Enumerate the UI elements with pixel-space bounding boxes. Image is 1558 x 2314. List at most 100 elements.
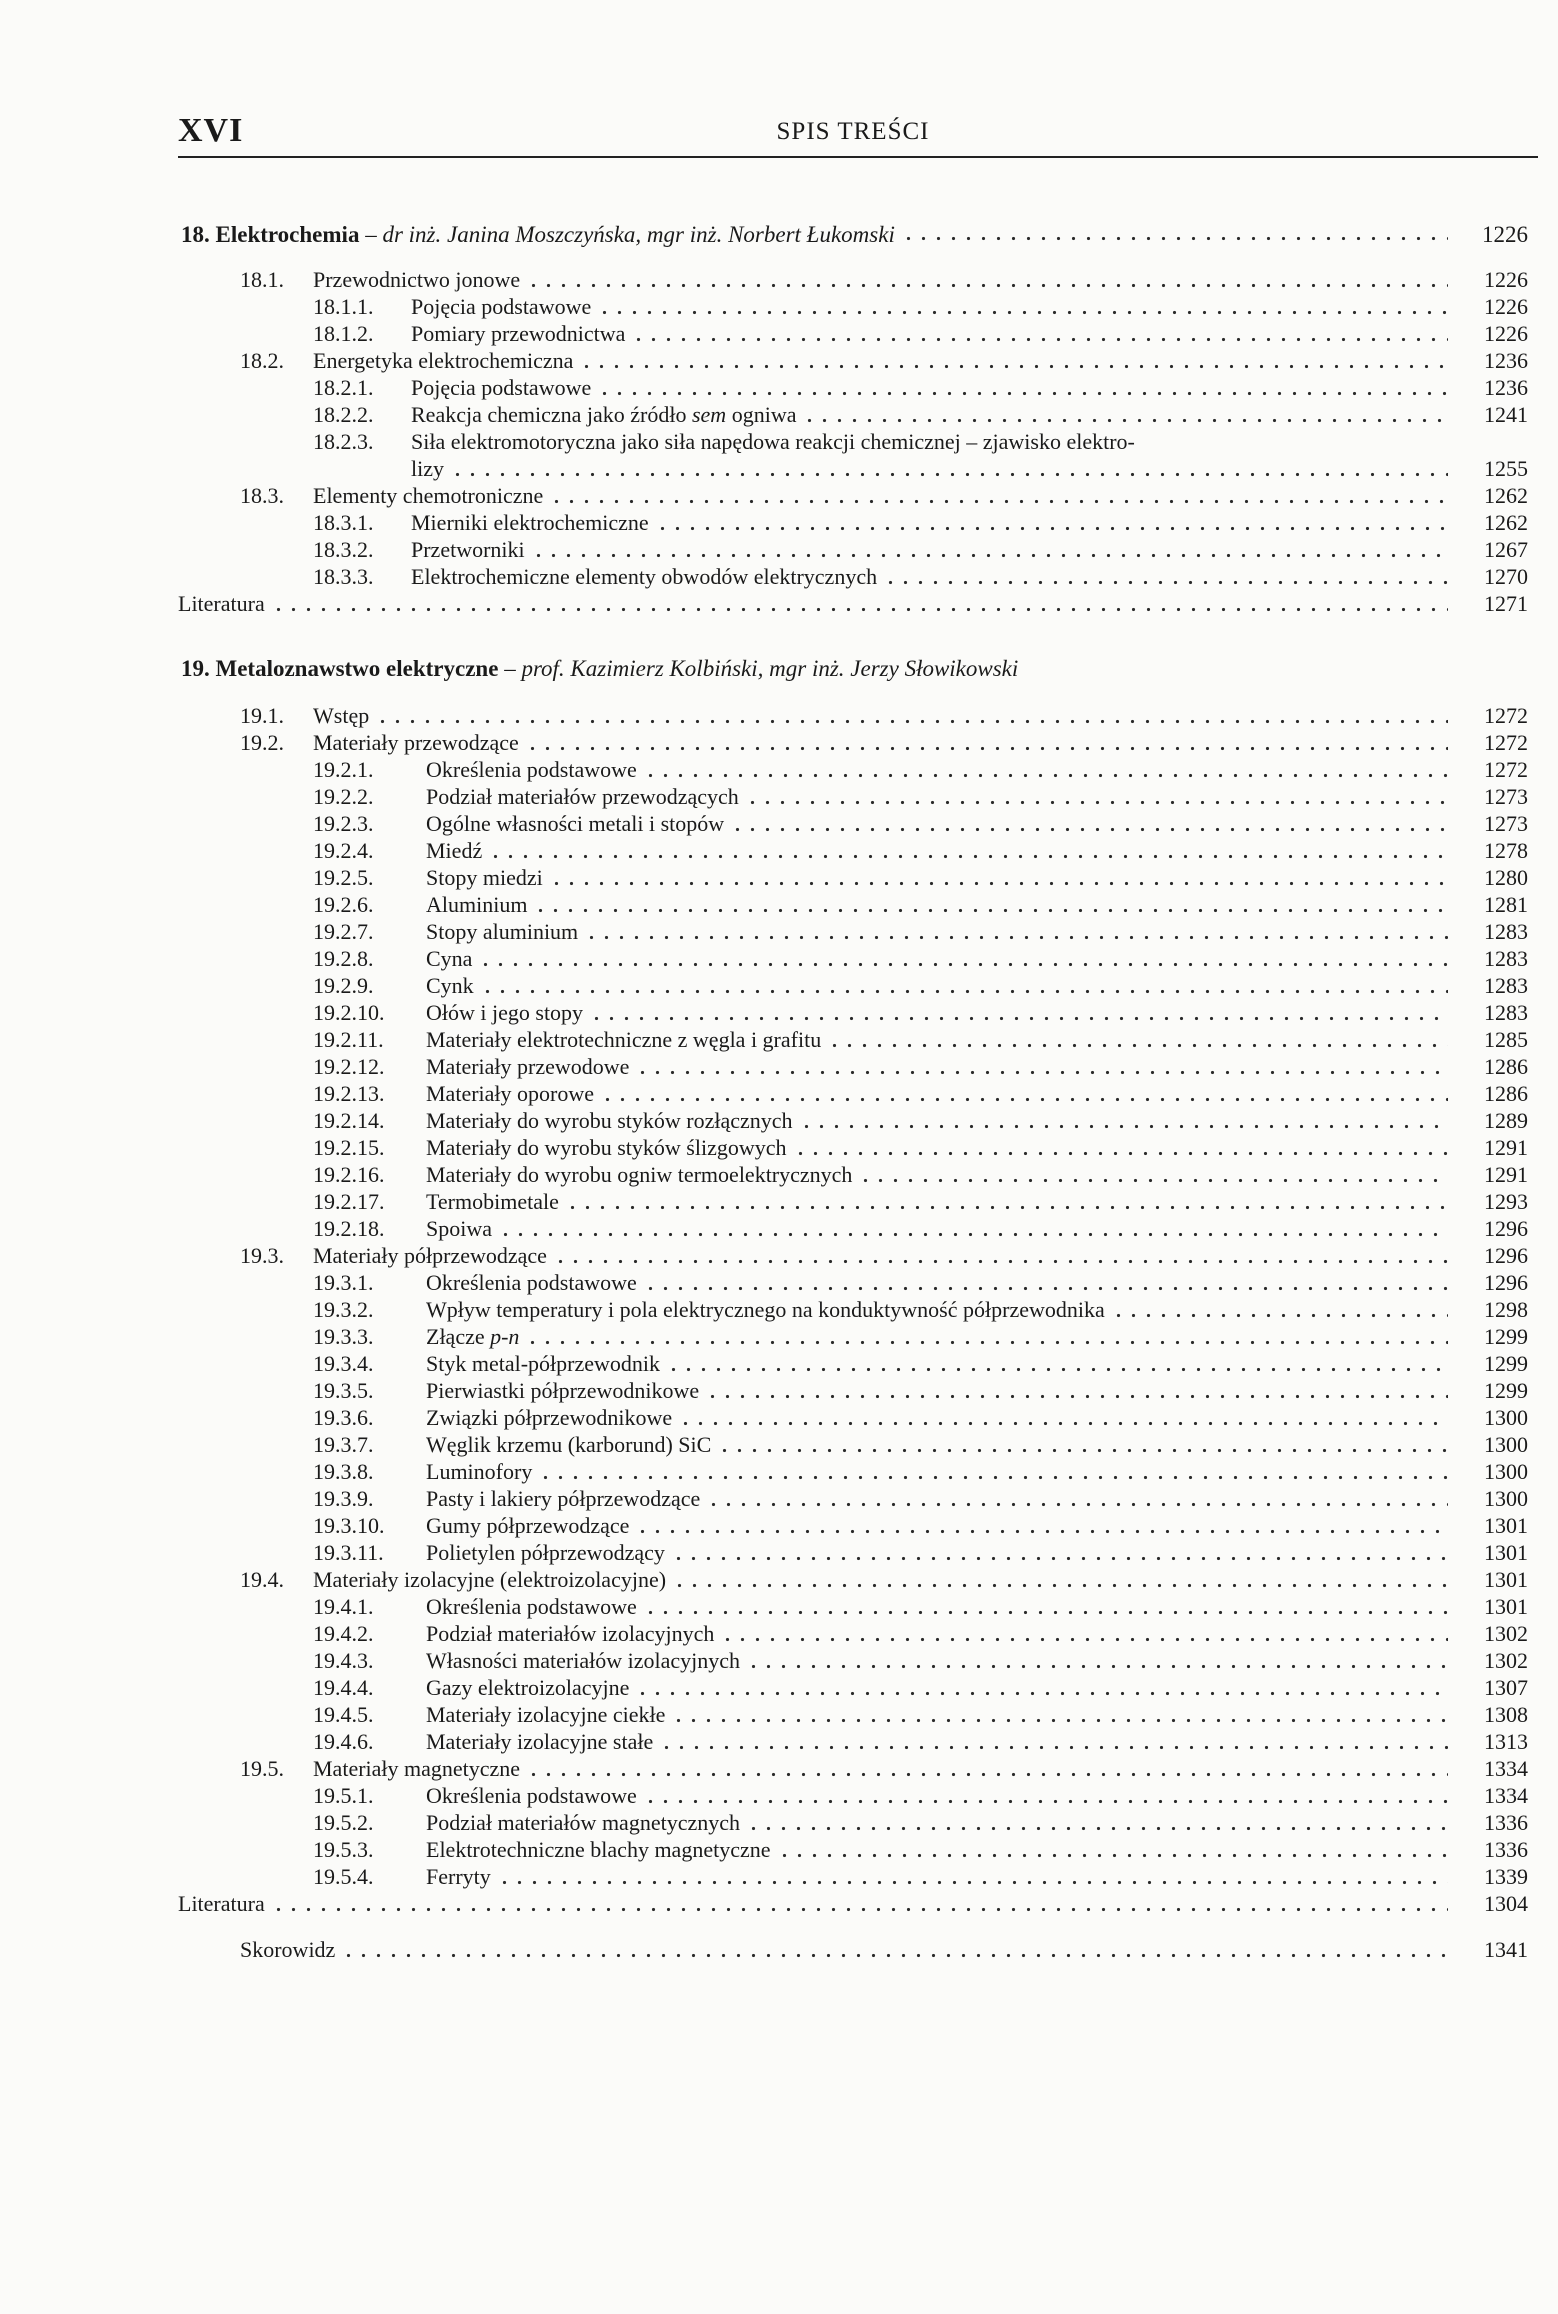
page-ref: 1285: [1484, 1027, 1528, 1052]
toc-entry: Literatura 1271: [178, 590, 1528, 617]
section-number: 19.3.5.: [313, 1378, 374, 1403]
index-entry: Skorowidz 1341: [178, 1936, 1528, 1963]
page-ref: 1300: [1484, 1405, 1528, 1430]
title-part: Gazy elektroizolacyjne: [426, 1675, 630, 1700]
dot-leader: [730, 810, 1448, 837]
chapter-name: Elektrochemia: [215, 222, 360, 247]
chapter-18-heading: 18. Elektrochemia – dr inż. Janina Moszc…: [178, 219, 1528, 251]
section-title: Literatura: [178, 590, 271, 617]
page-ref: 1300: [1484, 1486, 1528, 1511]
title-part: Wstęp: [313, 703, 370, 728]
dot-leader: [600, 1080, 1448, 1107]
section-title: Materiały elektrotechniczne z węgla i gr…: [426, 1026, 827, 1053]
toc-entry: 19.4. Materiały izolacyjne (elektroizolac…: [178, 1566, 1528, 1593]
section-number: 19.3.2.: [313, 1297, 374, 1322]
toc-entry: 19.4.2. Podział materiałów izolacyjnych 13…: [178, 1620, 1528, 1647]
page-ref: 1236: [1484, 375, 1528, 400]
section-number: 19.2.16.: [313, 1162, 385, 1187]
dot-leader: [589, 999, 1448, 1026]
section-number: 19.2.17.: [313, 1189, 385, 1214]
toc-entry: 19.2.17. Termobimetale 1293: [178, 1188, 1528, 1215]
section-number: 19.2.2.: [313, 784, 374, 809]
section-title: Miedź: [426, 837, 488, 864]
dot-leader: [671, 1701, 1448, 1728]
section-title: Spoiwa: [426, 1215, 498, 1242]
dot-leader: [744, 783, 1448, 810]
page-ref: 1299: [1484, 1324, 1528, 1349]
dot-leader: [584, 918, 1448, 945]
dot-leader: [706, 1485, 1448, 1512]
toc-entry: 19.4.3. Własności materiałów izolacyjnych…: [178, 1647, 1528, 1674]
title-part: Ferryty: [426, 1864, 491, 1889]
title-part: Pasty i lakiery półprzewodzące: [426, 1486, 701, 1511]
dot-leader: [635, 1053, 1448, 1080]
title-part: Własności materiałów izolacyjnych: [426, 1648, 740, 1673]
section-title: Termobimetale: [426, 1188, 565, 1215]
title-italic-part: p-n: [490, 1324, 520, 1349]
toc-entry: 19.5.2. Podział materiałów magnetycznych 1…: [178, 1809, 1528, 1836]
toc-entry: 19.5.4. Ferryty 1339: [178, 1863, 1528, 1890]
section-number: 19.4.: [240, 1567, 284, 1592]
index-page: 1341: [1484, 1937, 1528, 1962]
dash: –: [365, 222, 377, 247]
title-part: Materiały magnetyczne: [313, 1756, 521, 1781]
toc-entry: 19.1. Wstęp 1272: [178, 702, 1528, 729]
dot-leader: [525, 1323, 1448, 1350]
title-part: Związki półprzewodnikowe: [426, 1405, 673, 1430]
dot-leader: [883, 563, 1448, 590]
title-part: Materiały przewodzące: [313, 730, 519, 755]
section-title: lizy: [411, 455, 450, 482]
page-ref: 1291: [1484, 1162, 1528, 1187]
title-part: Określenia podstawowe: [426, 757, 637, 782]
section-title: Stopy aluminium: [426, 918, 584, 945]
title-part: Luminofory: [426, 1459, 533, 1484]
section-number: 19.3.7.: [313, 1432, 374, 1457]
section-number: 19.3.10.: [313, 1513, 385, 1538]
page-ref: 1226: [1484, 294, 1528, 319]
toc-entry: 19.2.10. Ołów i jego stopy 1283: [178, 999, 1528, 1026]
dot-leader: [479, 972, 1448, 999]
page-ref: 1301: [1484, 1594, 1528, 1619]
page-ref: 1289: [1484, 1108, 1528, 1133]
section-title: Materiały przewodzące: [313, 729, 525, 756]
title-part: Cyna: [426, 946, 473, 971]
toc-entry: 19.2.13. Materiały oporowe 1286: [178, 1080, 1528, 1107]
title-part: Materiały izolacyjne (elektroizolacyjne): [313, 1567, 667, 1592]
title-part: Złącze: [426, 1324, 491, 1349]
toc-entry: 19.2.14. Materiały do wyrobu styków rozłą…: [178, 1107, 1528, 1134]
page-ref: 1296: [1484, 1216, 1528, 1241]
page-ref: 1283: [1484, 946, 1528, 971]
dot-leader: [746, 1647, 1448, 1674]
section-title: Mierniki elektrochemiczne: [411, 509, 655, 536]
section-number: 19.2.9.: [313, 973, 374, 998]
page-number: XVI: [178, 112, 244, 149]
page-ref: 1270: [1484, 564, 1528, 589]
title-part: Stopy miedzi: [426, 865, 543, 890]
toc-entry: 18.2.1. Pojęcia podstawowe 1236: [178, 374, 1528, 401]
page-ref: 1283: [1484, 1000, 1528, 1025]
title-part: Materiały do wyrobu styków rozłącznych: [426, 1108, 793, 1133]
section-number: 19.3.6.: [313, 1405, 374, 1430]
page-ref: 1300: [1484, 1432, 1528, 1457]
dot-leader: [635, 1512, 1448, 1539]
page-ref: 1301: [1484, 1513, 1528, 1538]
section-title: Cyna: [426, 945, 478, 972]
page-ref: 1280: [1484, 865, 1528, 890]
section-number: 19.2.3.: [313, 811, 374, 836]
toc-entry: 19.3.11. Polietylen półprzewodzący 1301: [178, 1539, 1528, 1566]
section-title: Elementy chemotroniczne: [313, 482, 549, 509]
section-title: Przetworniki: [411, 536, 531, 563]
toc-entry: 19.3.5. Pierwiastki półprzewodnikowe 1299: [178, 1377, 1528, 1404]
dot-leader: [478, 945, 1448, 972]
dot-leader: [1110, 1296, 1448, 1323]
title-part: Energetyka elektrochemiczna: [313, 348, 574, 373]
toc-entry: 18.1.1. Pojęcia podstawowe 1226: [178, 293, 1528, 320]
page-ref: 1241: [1484, 402, 1528, 427]
toc-entry: 19.3.4. Styk metal-półprzewodnik 1299: [178, 1350, 1528, 1377]
toc-entry: 19.2.3. Ogólne własności metali i stopów 1…: [178, 810, 1528, 837]
chapter-authors: prof. Kazimierz Kolbiński, mgr inż. Jerz…: [521, 656, 1019, 681]
page-ref: 1226: [1484, 267, 1528, 292]
toc-entry: 19.3.6. Związki półprzewodnikowe 1300: [178, 1404, 1528, 1431]
section-number: 18.3.1.: [313, 510, 374, 535]
section-title: Gumy półprzewodzące: [426, 1512, 635, 1539]
